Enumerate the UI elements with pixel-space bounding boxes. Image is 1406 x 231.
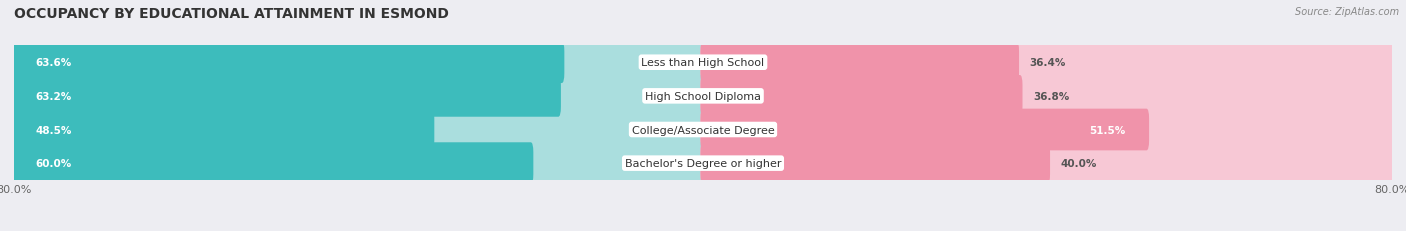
Text: College/Associate Degree: College/Associate Degree	[631, 125, 775, 135]
Text: 36.8%: 36.8%	[1033, 91, 1069, 101]
FancyBboxPatch shape	[700, 76, 1022, 117]
FancyBboxPatch shape	[700, 76, 1395, 117]
FancyBboxPatch shape	[700, 143, 1050, 184]
FancyBboxPatch shape	[11, 143, 706, 184]
FancyBboxPatch shape	[700, 109, 1395, 151]
Text: OCCUPANCY BY EDUCATIONAL ATTAINMENT IN ESMOND: OCCUPANCY BY EDUCATIONAL ATTAINMENT IN E…	[14, 7, 449, 21]
FancyBboxPatch shape	[11, 76, 706, 117]
Text: 36.4%: 36.4%	[1029, 58, 1066, 68]
Text: 63.6%: 63.6%	[35, 58, 72, 68]
FancyBboxPatch shape	[700, 42, 1395, 84]
Text: 60.0%: 60.0%	[35, 158, 72, 168]
FancyBboxPatch shape	[700, 143, 1395, 184]
FancyBboxPatch shape	[10, 34, 1396, 92]
Text: 48.5%: 48.5%	[35, 125, 72, 135]
FancyBboxPatch shape	[11, 76, 561, 117]
FancyBboxPatch shape	[11, 109, 434, 151]
FancyBboxPatch shape	[10, 101, 1396, 159]
Text: Bachelor's Degree or higher: Bachelor's Degree or higher	[624, 158, 782, 168]
Text: Less than High School: Less than High School	[641, 58, 765, 68]
Text: 63.2%: 63.2%	[35, 91, 72, 101]
FancyBboxPatch shape	[11, 42, 706, 84]
Text: High School Diploma: High School Diploma	[645, 91, 761, 101]
FancyBboxPatch shape	[10, 68, 1396, 125]
FancyBboxPatch shape	[11, 42, 564, 84]
FancyBboxPatch shape	[700, 42, 1019, 84]
Text: 40.0%: 40.0%	[1060, 158, 1097, 168]
Text: Source: ZipAtlas.com: Source: ZipAtlas.com	[1295, 7, 1399, 17]
FancyBboxPatch shape	[11, 143, 533, 184]
FancyBboxPatch shape	[11, 109, 706, 151]
Legend: Owner-occupied, Renter-occupied: Owner-occupied, Renter-occupied	[585, 229, 821, 231]
Text: 51.5%: 51.5%	[1088, 125, 1125, 135]
FancyBboxPatch shape	[700, 109, 1149, 151]
FancyBboxPatch shape	[10, 135, 1396, 192]
